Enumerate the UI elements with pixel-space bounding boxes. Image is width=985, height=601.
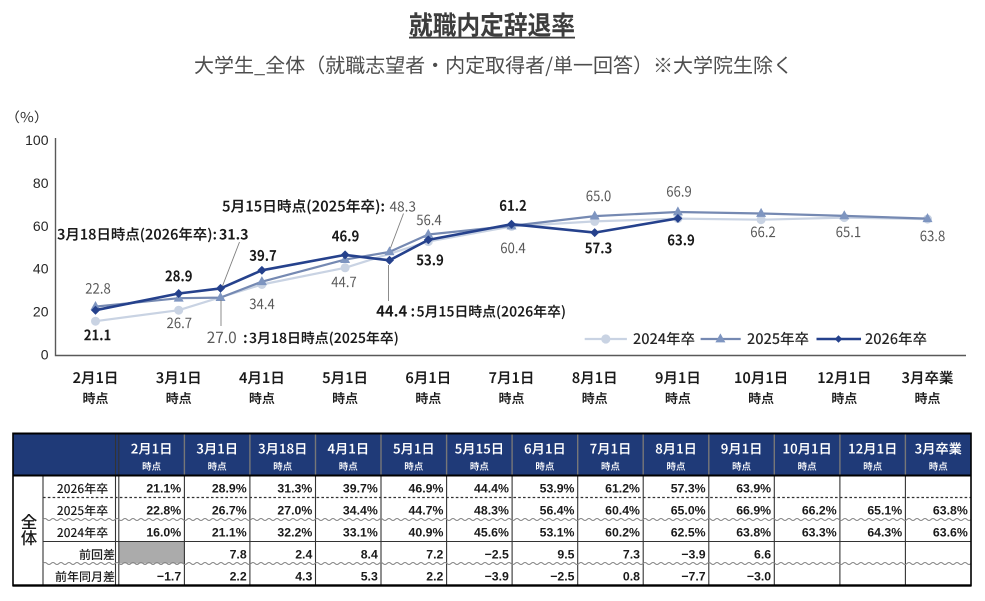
svg-text:7.2: 7.2: [426, 548, 443, 562]
svg-text:44.7%: 44.7%: [409, 504, 444, 518]
svg-text:4.3: 4.3: [295, 570, 312, 584]
svg-text:8.4: 8.4: [361, 548, 378, 562]
svg-text:−2.5: −2.5: [550, 570, 574, 584]
svg-text:63.6%: 63.6%: [933, 526, 968, 540]
svg-text:63.3%: 63.3%: [802, 526, 837, 540]
svg-text:100: 100: [25, 132, 49, 148]
svg-text:9.5: 9.5: [557, 548, 574, 562]
svg-text:−3.0: −3.0: [747, 570, 771, 584]
svg-text:65.1%: 65.1%: [867, 504, 902, 518]
svg-text:53.9%: 53.9%: [540, 482, 575, 496]
svg-text:53.1%: 53.1%: [540, 526, 575, 540]
svg-text:44.4%: 44.4%: [474, 482, 509, 496]
svg-text:2.2: 2.2: [230, 570, 247, 584]
svg-text:48.3%: 48.3%: [474, 504, 509, 518]
svg-text:2.4: 2.4: [295, 548, 312, 562]
svg-text:46.9%: 46.9%: [409, 482, 444, 496]
svg-text:7.3: 7.3: [623, 548, 640, 562]
svg-text:56.4%: 56.4%: [540, 504, 575, 518]
svg-text:26.7%: 26.7%: [212, 504, 247, 518]
svg-text:64.3%: 64.3%: [867, 526, 902, 540]
svg-text:33.1%: 33.1%: [343, 526, 378, 540]
svg-text:22.8%: 22.8%: [146, 504, 181, 518]
svg-text:40: 40: [33, 261, 49, 277]
svg-text:31.3%: 31.3%: [277, 482, 312, 496]
svg-text:60.2%: 60.2%: [605, 526, 640, 540]
svg-text:27.0%: 27.0%: [277, 504, 312, 518]
svg-text:21.1%: 21.1%: [146, 482, 181, 496]
svg-text:63.8%: 63.8%: [736, 526, 771, 540]
svg-text:60: 60: [33, 218, 49, 234]
svg-text:65.0%: 65.0%: [671, 504, 706, 518]
svg-text:5.3: 5.3: [361, 570, 378, 584]
svg-text:63.9%: 63.9%: [736, 482, 771, 496]
svg-text:−3.9: −3.9: [681, 548, 705, 562]
svg-text:28.9%: 28.9%: [212, 482, 247, 496]
svg-text:6.6: 6.6: [754, 548, 771, 562]
svg-text:66.2%: 66.2%: [802, 504, 837, 518]
svg-text:40.9%: 40.9%: [409, 526, 444, 540]
svg-text:0.8: 0.8: [623, 570, 640, 584]
svg-text:−3.9: −3.9: [485, 570, 509, 584]
svg-text:62.5%: 62.5%: [671, 526, 706, 540]
svg-text:−1.7: −1.7: [157, 570, 181, 584]
svg-text:−2.5: −2.5: [485, 548, 509, 562]
svg-text:−7.7: −7.7: [681, 570, 705, 584]
svg-text:7.8: 7.8: [230, 548, 247, 562]
svg-text:16.0%: 16.0%: [146, 526, 181, 540]
svg-text:66.9%: 66.9%: [736, 504, 771, 518]
svg-text:39.7%: 39.7%: [343, 482, 378, 496]
svg-text:45.6%: 45.6%: [474, 526, 509, 540]
svg-text:0: 0: [41, 347, 49, 363]
svg-text:34.4%: 34.4%: [343, 504, 378, 518]
svg-text:63.8%: 63.8%: [933, 504, 968, 518]
svg-text:80: 80: [33, 175, 49, 191]
svg-text:60.4%: 60.4%: [605, 504, 640, 518]
svg-text:57.3%: 57.3%: [671, 482, 706, 496]
svg-text:2.2: 2.2: [426, 570, 443, 584]
svg-text:61.2%: 61.2%: [605, 482, 640, 496]
svg-text:21.1%: 21.1%: [212, 526, 247, 540]
svg-text:32.2%: 32.2%: [277, 526, 312, 540]
svg-text:20: 20: [33, 304, 49, 320]
